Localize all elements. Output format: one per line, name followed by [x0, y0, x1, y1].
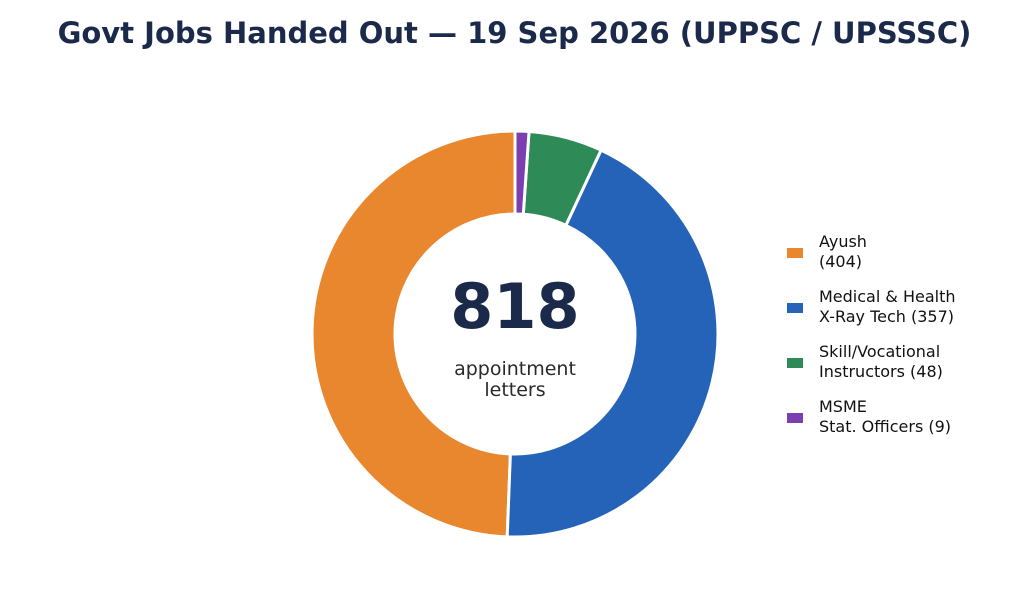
- legend-label-ayush: Ayush (404): [819, 232, 867, 272]
- legend-label-skill-vocational-line-1: Skill/Vocational: [819, 342, 941, 361]
- legend-label-ayush-line-1: Ayush: [819, 232, 867, 251]
- legend-label-ayush-line-2: (404): [819, 252, 863, 271]
- legend-label-medical-health: Medical & Health X-Ray Tech (357): [819, 287, 955, 327]
- chart-title: Govt Jobs Handed Out — 19 Sep 2026 (UPPS…: [57, 16, 972, 50]
- donut-slices: [310, 129, 720, 539]
- legend-label-msme-line-1: MSME: [819, 397, 867, 416]
- legend-label-msme-line-2: Stat. Officers (9): [819, 417, 952, 436]
- legend-swatch-ayush: [787, 248, 803, 258]
- legend-swatch-skill-vocational: [787, 358, 803, 368]
- slice-msme: [513, 129, 531, 216]
- legend-swatch-medical-health: [787, 303, 803, 313]
- slice-medical-health: [505, 148, 720, 539]
- legend-label-medical-health-line-1: Medical & Health: [819, 287, 956, 306]
- legend-swatch-msme: [787, 413, 803, 423]
- legend-label-medical-health-line-2: X-Ray Tech (357): [819, 307, 955, 326]
- slice-ayush: [310, 129, 517, 539]
- legend-label-msme: MSME Stat. Officers (9): [819, 397, 951, 437]
- center-label-line-1: appointment: [454, 358, 576, 380]
- center-total: 818: [450, 270, 579, 343]
- center-label-line-2: letters: [484, 379, 545, 401]
- legend-label-skill-vocational: Skill/Vocational Instructors (48): [819, 342, 943, 382]
- legend-label-skill-vocational-line-2: Instructors (48): [819, 362, 943, 381]
